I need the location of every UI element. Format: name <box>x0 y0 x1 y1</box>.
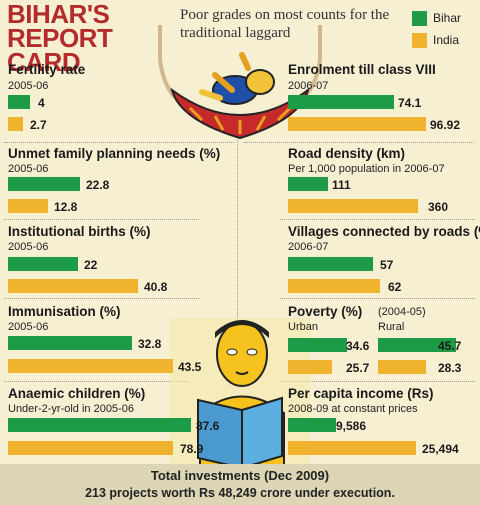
value-label-india-fertility: 2.7 <box>30 118 47 132</box>
panel-title: Poverty (%) <box>288 304 363 319</box>
bar-bihar-road <box>288 177 328 191</box>
panel-subtitle: Under-2-yr-old in 2005-06 <box>8 403 134 415</box>
footer-text: 213 projects worth Rs 48,249 crore under… <box>85 486 395 500</box>
panel-subtitle: 2005-06 <box>8 321 49 333</box>
value-label-bihar-fertility: 4 <box>38 96 45 110</box>
value-label-bihar-poverty-urban: 34.6 <box>346 339 370 353</box>
divider <box>4 381 189 382</box>
bar-india-immunisation <box>8 359 173 373</box>
panel-title: Per capita income (Rs) <box>288 386 434 401</box>
bar-bihar-poverty-urban <box>288 338 347 352</box>
divider <box>280 298 475 299</box>
bar-bihar-villages <box>288 257 373 271</box>
panel-title: Villages connected by roads (%) <box>288 224 480 239</box>
value-label-india-immunisation: 43.5 <box>178 360 202 374</box>
legend-swatch-bihar <box>412 11 427 26</box>
footer-title: Total investments (Dec 2009) <box>150 468 330 483</box>
panel-title: Enrolment till class VIII <box>288 62 436 77</box>
panel-subtitle: 2006-07 <box>288 241 329 253</box>
bar-bihar-immunisation <box>8 336 132 350</box>
bar-bihar-poverty-rural <box>378 338 456 352</box>
panel-title: Unmet family planning needs (%) <box>8 146 221 161</box>
value-label-india-enrolment: 96.92 <box>430 118 461 132</box>
bar-bihar-enrolment <box>288 95 394 109</box>
value-label-india-income: 25,494 <box>422 442 459 456</box>
divider <box>280 219 475 220</box>
bar-india-poverty-rural <box>378 360 426 374</box>
value-label-india-poverty-rural: 28.3 <box>438 361 462 375</box>
center-line <box>237 140 238 325</box>
bar-bihar-births <box>8 257 78 271</box>
page-subtitle: Poor grades on most counts for the tradi… <box>180 7 390 41</box>
divider <box>4 142 234 143</box>
reader-illustration <box>170 318 310 468</box>
category-label-urban: Urban <box>288 321 318 333</box>
value-label-bihar-income: 9,586 <box>336 419 367 433</box>
panel-subtitle: Per 1,000 population in 2006-07 <box>288 163 445 175</box>
value-label-india-anaemic: 78.9 <box>180 442 204 456</box>
panel-title: Road density (km) <box>288 146 406 161</box>
value-label-bihar-unmet: 22.8 <box>86 178 110 192</box>
panel-title: Institutional births (%) <box>8 224 151 239</box>
divider <box>244 142 474 143</box>
divider <box>280 381 475 382</box>
value-label-india-unmet: 12.8 <box>54 200 78 214</box>
value-label-india-villages: 62 <box>388 280 402 294</box>
bar-india-road <box>288 199 418 213</box>
value-label-bihar-enrolment: 74.1 <box>398 96 422 110</box>
panel-title: Immunisation (%) <box>8 304 121 319</box>
legend-swatch-india <box>412 33 427 48</box>
bar-bihar-anaemic <box>8 418 191 432</box>
panel-subtitle: (2004-05) <box>378 306 426 318</box>
panel-subtitle: 2008-09 at constant prices <box>288 403 418 415</box>
bar-india-villages <box>288 279 380 293</box>
value-label-bihar-anaemic: 87.6 <box>196 419 220 433</box>
value-label-bihar-immunisation: 32.8 <box>138 337 162 351</box>
value-label-india-road: 360 <box>428 200 449 214</box>
bar-bihar-unmet <box>8 177 80 191</box>
bar-india-births <box>8 279 138 293</box>
bar-india-income <box>288 441 416 455</box>
panel-subtitle: 2005-06 <box>8 163 49 175</box>
divider <box>4 298 199 299</box>
legend-label-bihar: Bihar <box>433 11 462 25</box>
panel-subtitle: 2005-06 <box>8 80 49 92</box>
hammock-illustration <box>158 25 322 140</box>
value-label-bihar-poverty-rural: 45.7 <box>438 339 462 353</box>
bar-india-fertility <box>8 117 23 131</box>
legend-label-india: India <box>433 33 460 47</box>
bar-india-poverty-urban <box>288 360 332 374</box>
divider <box>4 219 199 220</box>
value-label-bihar-road: 111 <box>332 178 351 192</box>
page-title: BIHAR'S REPORT CARD <box>7 0 113 77</box>
panel-subtitle: 2006-07 <box>288 80 329 92</box>
value-label-bihar-villages: 57 <box>380 258 394 272</box>
value-label-bihar-births: 22 <box>84 258 98 272</box>
bar-bihar-income <box>288 418 336 432</box>
panel-title: Anaemic children (%) <box>8 386 146 401</box>
panel-subtitle: 2005-06 <box>8 241 49 253</box>
value-label-india-poverty-urban: 25.7 <box>346 361 370 375</box>
bar-bihar-fertility <box>8 95 30 109</box>
footer-panel: Total investments (Dec 2009) 213 project… <box>0 464 480 505</box>
value-label-india-births: 40.8 <box>144 280 168 294</box>
panel-title: Fertility rate <box>8 62 86 77</box>
bar-india-unmet <box>8 199 48 213</box>
category-label-rural: Rural <box>378 321 405 333</box>
bar-india-enrolment <box>288 117 426 131</box>
bar-india-anaemic <box>8 441 173 455</box>
